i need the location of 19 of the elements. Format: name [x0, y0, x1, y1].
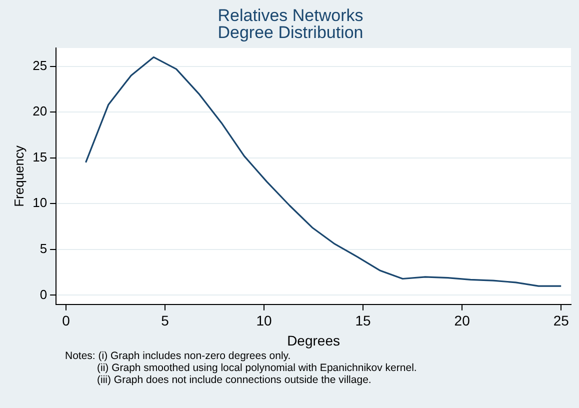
chart-subtitle: Degree Distribution — [218, 23, 364, 42]
y-tick-label: 5 — [40, 241, 48, 256]
y-tick-label: 15 — [32, 149, 48, 164]
x-tick-label: 0 — [62, 312, 70, 329]
text: (ii) Graph smoothed using local polynomial with Epanichnikov kernel. — [96, 362, 418, 374]
y-tick-label: 20 — [32, 104, 48, 119]
x-tick-label: 20 — [454, 312, 470, 329]
y-axis-title: Frequency — [11, 144, 26, 207]
text: (iii) Graph does not include connections outside the village. — [96, 374, 372, 386]
chart-title: Relatives Networks — [218, 6, 364, 26]
x-axis-title: Degrees — [287, 332, 340, 348]
y-tick-label: 10 — [32, 195, 48, 210]
x-tick-label: 15 — [355, 312, 372, 329]
x-tick-label: 25 — [553, 312, 570, 329]
text: Notes: (i) Graph includes non-zero degrees only. — [65, 350, 292, 362]
x-tick-label: 5 — [161, 312, 170, 329]
y-tick-label: 0 — [40, 286, 48, 302]
y-tick-label: 25 — [32, 58, 48, 73]
x-tick-label: 10 — [256, 312, 272, 329]
